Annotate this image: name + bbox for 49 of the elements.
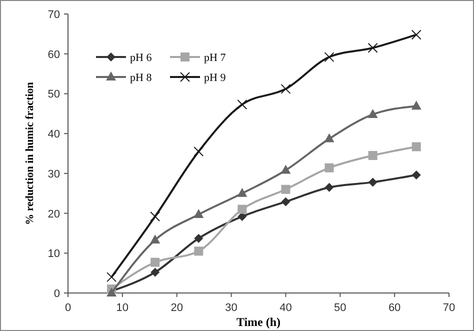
point	[237, 188, 248, 197]
point	[194, 234, 204, 243]
y-tick-label: 70	[48, 9, 60, 21]
point	[280, 164, 291, 174]
point	[194, 208, 204, 218]
x-axis-title: Time (h)	[236, 315, 281, 329]
x-tick-label: 50	[334, 302, 346, 314]
point	[324, 182, 334, 192]
point	[324, 163, 334, 172]
point	[238, 204, 247, 214]
y-tick-label: 10	[48, 248, 60, 260]
x-tick-label: 30	[225, 302, 238, 314]
point	[368, 108, 378, 118]
x-tick-label: 20	[170, 302, 183, 314]
point	[280, 84, 291, 94]
y-tick-label: 30	[48, 168, 60, 180]
point	[194, 246, 204, 256]
point	[411, 100, 422, 110]
point	[150, 234, 160, 244]
x-tick-label: 40	[280, 302, 292, 314]
y-tick-label: 50	[48, 88, 60, 101]
legend-label: pH 9	[204, 72, 226, 84]
point	[368, 178, 378, 187]
point	[324, 133, 334, 142]
legend-label: pH 7	[204, 52, 226, 64]
point	[281, 184, 290, 194]
y-tick-label: 40	[48, 128, 60, 141]
x-tick-label: 0	[64, 302, 72, 314]
x-tick-label: 70	[442, 302, 456, 314]
point	[368, 42, 378, 53]
y-tick-label: 20	[48, 208, 60, 220]
point	[324, 52, 334, 62]
point	[368, 150, 378, 160]
y-axis-title: % reduction in humic fraction	[24, 82, 36, 225]
y-tick-label: 0	[54, 288, 60, 300]
y-tick-label: 60	[48, 48, 60, 61]
point	[150, 211, 160, 222]
point	[150, 268, 160, 277]
x-tick-label: 60	[388, 302, 401, 314]
legend-label: pH 8	[130, 72, 152, 84]
point	[411, 30, 422, 40]
x-tick-label: 10	[116, 302, 129, 314]
point	[412, 142, 421, 152]
point	[281, 197, 290, 206]
point	[150, 258, 160, 267]
point	[237, 99, 248, 110]
legend-label: pH 6	[130, 52, 152, 64]
point	[412, 170, 421, 180]
point	[106, 272, 117, 282]
